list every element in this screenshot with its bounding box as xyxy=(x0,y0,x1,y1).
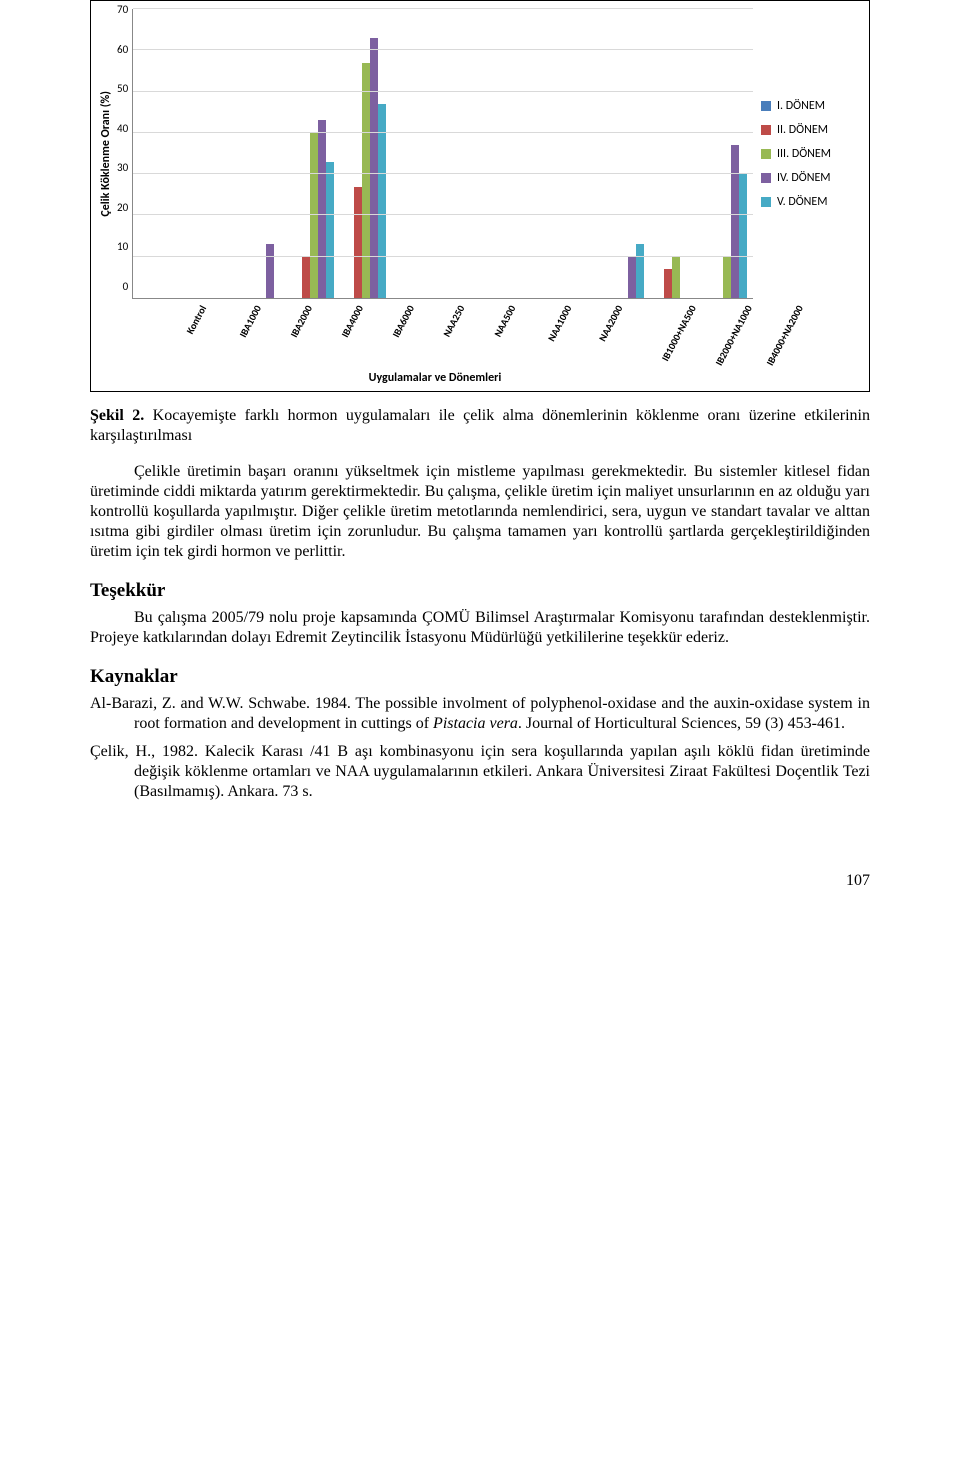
x-tick: NAA2000 xyxy=(549,299,600,369)
reference-item: Çelik, H., 1982. Kalecik Karası /41 B aş… xyxy=(90,742,870,802)
category-group xyxy=(650,9,702,298)
reference-item: Al-Barazi, Z. and W.W. Schwabe. 1984. Th… xyxy=(90,694,870,734)
bar xyxy=(266,244,274,298)
legend-swatch xyxy=(761,149,771,159)
legend-swatch xyxy=(761,101,771,111)
legend-swatch xyxy=(761,125,771,135)
x-tick: NAA1000 xyxy=(498,299,549,369)
legend-label: II. DÖNEM xyxy=(777,123,828,137)
gridline xyxy=(133,132,753,133)
y-tick: 0 xyxy=(123,280,129,293)
bars-layer xyxy=(133,9,753,298)
y-tick: 40 xyxy=(117,122,128,135)
bar xyxy=(302,257,310,298)
x-tick: IB1000+NA500 xyxy=(600,299,651,369)
bar xyxy=(354,187,362,298)
x-tick: NAA500 xyxy=(447,299,498,369)
bar xyxy=(731,145,739,298)
bar-chart: Çelik Köklenme Oranı (%) 706050403020100… xyxy=(95,9,863,385)
legend-swatch xyxy=(761,197,771,207)
section-heading-thanks: Teşekkür xyxy=(90,580,870,602)
gridline xyxy=(133,91,753,92)
x-tick: IBA2000 xyxy=(243,299,294,369)
category-group xyxy=(288,9,340,298)
figure-caption: Şekil 2. Kocayemişte farklı hormon uygul… xyxy=(90,406,870,446)
legend-item: IV. DÖNEM xyxy=(761,171,831,185)
plot-area xyxy=(132,9,753,299)
bar xyxy=(318,120,326,298)
legend-item: III. DÖNEM xyxy=(761,147,831,161)
y-ticks: 70 60 50 40 30 20 10 0 xyxy=(117,3,132,293)
category-group xyxy=(236,9,288,298)
y-tick: 20 xyxy=(117,201,128,214)
category-group xyxy=(340,9,392,298)
category-group xyxy=(598,9,650,298)
bar xyxy=(628,257,636,298)
references-list: Al-Barazi, Z. and W.W. Schwabe. 1984. Th… xyxy=(90,694,870,802)
category-group xyxy=(185,9,237,298)
legend-label: IV. DÖNEM xyxy=(777,171,831,185)
x-tick: NAA250 xyxy=(396,299,447,369)
legend-item: I. DÖNEM xyxy=(761,99,831,113)
x-tick: IB4000+NA2000 xyxy=(702,299,753,369)
category-group xyxy=(495,9,547,298)
section-heading-references: Kaynaklar xyxy=(90,666,870,688)
y-tick: 30 xyxy=(117,161,128,174)
gridline xyxy=(133,214,753,215)
figure-label: Şekil 2. xyxy=(90,407,144,424)
legend-label: V. DÖNEM xyxy=(777,195,828,209)
category-group xyxy=(443,9,495,298)
category-group xyxy=(391,9,443,298)
gridline xyxy=(133,173,753,174)
thanks-paragraph: Bu çalışma 2005/79 nolu proje kapsamında… xyxy=(90,608,870,648)
category-group xyxy=(133,9,185,298)
bar xyxy=(672,257,680,298)
chart-frame: Çelik Köklenme Oranı (%) 70 60 50 40 30 20 10 0… xyxy=(90,0,870,392)
bar xyxy=(362,63,370,298)
gridline xyxy=(133,256,753,257)
bar xyxy=(326,162,334,298)
legend-item: II. DÖNEM xyxy=(761,123,831,137)
body-paragraph: Çelikle üretimin başarı oranını yükseltm… xyxy=(90,462,870,562)
x-ticks: KontrolIBA1000IBA2000IBA4000IBA6000NAA25… xyxy=(117,299,863,369)
y-axis-label: Çelik Köklenme Oranı (%) xyxy=(99,91,113,217)
legend-swatch xyxy=(761,173,771,183)
gridline xyxy=(133,49,753,50)
bar xyxy=(636,244,644,298)
legend-item: V. DÖNEM xyxy=(761,195,831,209)
gridline xyxy=(133,8,753,9)
category-group xyxy=(546,9,598,298)
x-tick: IB2000+NA1000 xyxy=(651,299,702,369)
bar xyxy=(723,257,731,298)
x-tick: IBA6000 xyxy=(345,299,396,369)
bar xyxy=(664,269,672,298)
x-tick: IBA4000 xyxy=(294,299,345,369)
bar xyxy=(739,174,747,298)
bar xyxy=(370,38,378,298)
y-tick: 10 xyxy=(117,240,128,253)
page-number: 107 xyxy=(90,872,870,890)
bar xyxy=(378,104,386,298)
figure-caption-text: Kocayemişte farklı hormon uygulamaları i… xyxy=(90,407,870,444)
x-axis-label: Uygulamalar ve Dönemleri xyxy=(117,371,863,385)
category-group xyxy=(701,9,753,298)
legend-label: III. DÖNEM xyxy=(777,147,831,161)
y-tick: 60 xyxy=(117,43,128,56)
legend-label: I. DÖNEM xyxy=(777,99,825,113)
x-tick: Kontrol xyxy=(141,299,192,369)
legend: I. DÖNEM II. DÖNEM III. DÖNEM IV. DÖNEM V. D… xyxy=(761,99,831,209)
y-tick: 50 xyxy=(117,82,128,95)
y-tick: 70 xyxy=(117,3,128,16)
x-tick: IBA1000 xyxy=(192,299,243,369)
